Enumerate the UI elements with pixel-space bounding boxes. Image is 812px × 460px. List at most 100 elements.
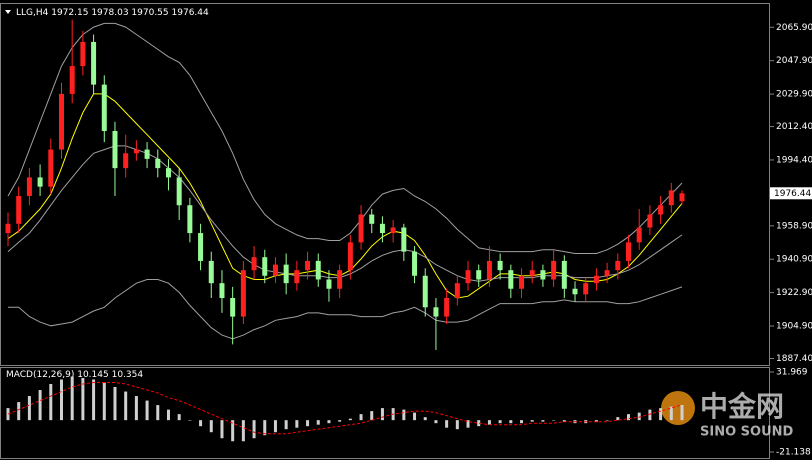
y-tick-label: 1904.90 <box>776 322 812 332</box>
macd-bar <box>6 408 10 421</box>
macd-bar <box>284 420 288 430</box>
candle-body <box>583 283 589 295</box>
y-tick-label: 2012.40 <box>776 122 812 132</box>
y-tick-label: 2065.90 <box>776 23 812 33</box>
macd-bar <box>637 412 641 421</box>
macd-bar <box>605 420 609 421</box>
candle-body <box>422 275 428 308</box>
macd-bar <box>466 420 470 428</box>
macd-bar <box>252 420 256 439</box>
candle-body <box>390 227 396 234</box>
macd-bar <box>38 390 42 421</box>
candle-body <box>508 270 514 289</box>
indicator-line <box>8 279 683 340</box>
macd-bar <box>680 404 684 421</box>
y-tick-label: 2029.90 <box>776 90 812 100</box>
y-tick-label: 1887.40 <box>776 354 812 364</box>
candle-body <box>176 177 182 206</box>
macd-tick-label: -21.138 <box>776 448 811 458</box>
macd-bar <box>562 420 566 422</box>
candle-body <box>48 149 54 187</box>
macd-bar <box>338 420 342 422</box>
macd-bar <box>145 400 149 421</box>
candle-body <box>123 153 129 169</box>
candle-body <box>561 260 567 289</box>
macd-bar <box>220 420 224 439</box>
candle-body <box>272 264 278 276</box>
candle-body <box>326 279 332 289</box>
candle-body <box>69 66 75 94</box>
macd-bar <box>134 396 138 421</box>
candle-body <box>155 158 161 169</box>
macd-bar <box>455 420 459 430</box>
candle-body <box>198 233 204 261</box>
macd-bar <box>70 376 74 421</box>
candle-body <box>433 307 439 317</box>
candle-body <box>26 177 32 196</box>
macd-bar <box>166 409 170 421</box>
candle-body <box>337 270 343 289</box>
chart-header: LLG,H4 1972.15 1978.03 1970.55 1976.44 <box>16 8 209 18</box>
macd-bar <box>102 382 106 421</box>
macd-label: MACD(12,26,9) <box>6 370 74 380</box>
candle-body <box>315 260 321 280</box>
y-tick-label: 1940.90 <box>776 255 812 265</box>
candle-body <box>497 260 503 271</box>
candle-body <box>476 270 482 280</box>
candle-body <box>679 193 685 202</box>
candle-body <box>144 149 150 159</box>
candle-body <box>240 270 246 317</box>
menu-arrow <box>5 10 11 14</box>
candle-body <box>347 242 353 271</box>
candle-body <box>358 214 364 243</box>
candle-body <box>593 275 599 284</box>
macd-bar <box>445 420 449 428</box>
candle-body <box>58 93 64 150</box>
macd-value: 10.145 <box>77 370 109 380</box>
macd-bar <box>327 420 331 424</box>
macd-bar <box>509 420 513 424</box>
macd-bar <box>231 420 235 442</box>
macd-bar <box>113 387 117 421</box>
macd-bar <box>552 420 556 421</box>
candle-body <box>551 260 557 280</box>
signal-value: 10.354 <box>112 370 144 380</box>
price-tag <box>770 187 812 200</box>
candle-body <box>80 41 86 67</box>
candle-body <box>454 283 460 299</box>
macd-bar <box>348 418 352 421</box>
main-frame <box>0 3 770 366</box>
macd-bar <box>177 414 181 421</box>
candle-body <box>626 242 632 261</box>
watermark-title: 中金网 <box>700 390 784 423</box>
macd-bar <box>49 384 53 421</box>
high-value: 1978.03 <box>91 8 128 18</box>
macd-bar <box>306 420 310 427</box>
macd-bar <box>209 420 213 433</box>
candle-body <box>208 260 214 284</box>
macd-bar <box>17 402 21 421</box>
y-tick-label: 1994.40 <box>776 155 812 165</box>
macd-bar <box>477 420 481 427</box>
macd-bar <box>92 379 96 421</box>
macd-bar <box>59 379 63 421</box>
candle-body <box>401 227 407 252</box>
candle-body <box>540 270 546 280</box>
macd-frame <box>0 367 770 459</box>
watermark-logo <box>661 391 695 425</box>
y-tick-label: 2047.90 <box>776 56 812 66</box>
candle-body <box>465 270 471 284</box>
macd-bar <box>520 420 524 424</box>
candle-body <box>519 275 525 289</box>
macd-bar <box>295 420 299 428</box>
y-tick-label: 1958.90 <box>776 221 812 231</box>
macd-bar <box>616 417 620 421</box>
macd-bar <box>370 411 374 421</box>
macd-bar <box>648 409 652 421</box>
macd-bar <box>627 414 631 421</box>
candle-body <box>572 288 578 295</box>
candle-body <box>636 227 642 243</box>
macd-bar <box>241 420 245 442</box>
indicator-line <box>7 145 683 282</box>
